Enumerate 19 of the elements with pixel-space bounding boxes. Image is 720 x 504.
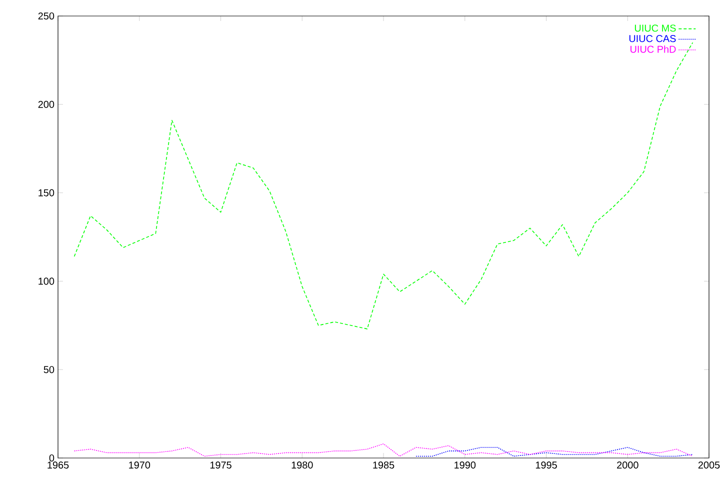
x-tick-label: 1995 [536, 462, 557, 469]
y-tick-label: 250 [38, 12, 54, 20]
y-tick-label: 50 [44, 366, 54, 374]
y-tick-label: 0 [49, 454, 54, 462]
x-tick-label: 1990 [454, 462, 476, 469]
x-tick-label: 2005 [698, 462, 720, 469]
x-tick-label: 1965 [48, 462, 69, 469]
legend-label: UIUC CAS [629, 35, 676, 42]
y-tick-label: 150 [38, 189, 54, 196]
x-tick-label: 1975 [210, 462, 232, 469]
legend-label: UIUC MS [634, 24, 676, 32]
legend-label: UIUC PhD [630, 45, 676, 53]
y-tick-label: 100 [38, 278, 54, 285]
line-series [74, 42, 694, 330]
x-tick-label: 1980 [292, 462, 313, 469]
x-tick-label: 1985 [373, 462, 394, 469]
y-tick-label: 200 [38, 100, 54, 108]
x-tick-label: 1970 [129, 462, 150, 469]
x-tick-label: 2000 [617, 462, 638, 469]
